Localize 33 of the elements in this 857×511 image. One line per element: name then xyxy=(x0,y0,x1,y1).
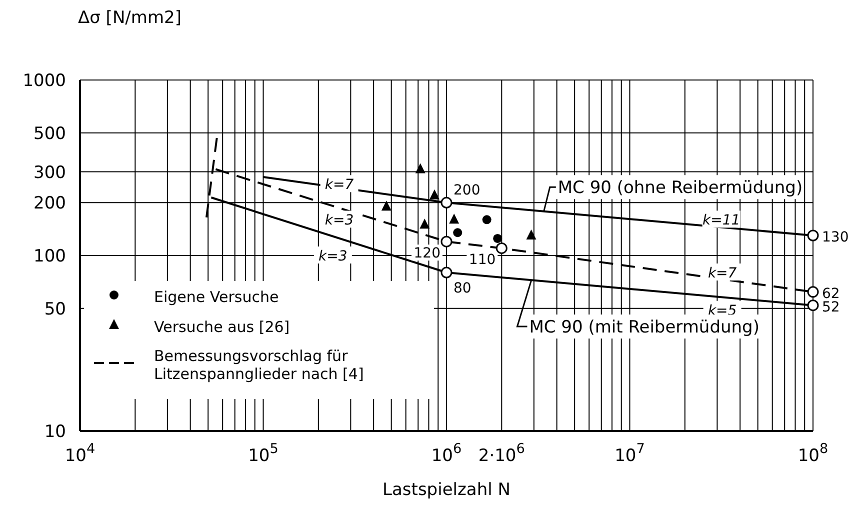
data-label: 130 xyxy=(822,230,849,246)
y-tick-label: 1000 xyxy=(22,71,66,91)
y-tick-label: 200 xyxy=(34,194,66,214)
data-label: 62 xyxy=(822,286,840,302)
annotation: MC 90 (ohne Reibermüdung) xyxy=(558,178,803,198)
x-tick-label: 10$^{5}$ xyxy=(248,441,278,466)
data-label: 120 xyxy=(414,246,440,262)
annotation: k=7 xyxy=(708,266,737,282)
legend-label: Versuche aus [26] xyxy=(154,318,291,336)
data-label: 110 xyxy=(468,252,496,268)
y-tick-label: 500 xyxy=(34,124,66,144)
x-tick-label: 2·10$^{6}$ xyxy=(478,441,525,466)
x-tick-label: 10$^{8}$ xyxy=(798,441,828,466)
data-label: 80 xyxy=(454,280,472,297)
y-tick-label: 10 xyxy=(44,422,66,442)
y-tick-label: 50 xyxy=(44,299,66,320)
x-tick-label: 10$^{4}$ xyxy=(64,441,96,466)
x-tick-label: 10$^{6}$ xyxy=(431,441,462,466)
data-label: 200 xyxy=(454,182,480,199)
legend-label: Bemessungsvorschlag für Litzenspannglieder nach [4] xyxy=(154,347,365,383)
y-axis-title: Δσ [N/mm2] xyxy=(78,8,182,28)
annotation: k=5 xyxy=(708,302,737,319)
y-tick-label: 100 xyxy=(34,246,66,266)
x-tick-label: 10$^{7}$ xyxy=(614,441,645,466)
annotation: MC 90 (mit Reibermüdung) xyxy=(529,318,760,338)
annotation: k=7 xyxy=(324,177,354,194)
annotation: k=11 xyxy=(702,212,740,229)
legend-label: Eigene Versuche xyxy=(154,288,280,306)
annotation: k=3 xyxy=(318,248,348,264)
data-label: 52 xyxy=(822,299,840,316)
x-axis-title: Lastspielzahl N xyxy=(382,480,510,500)
y-tick-label: 300 xyxy=(34,162,66,183)
annotation: k=3 xyxy=(324,212,354,229)
